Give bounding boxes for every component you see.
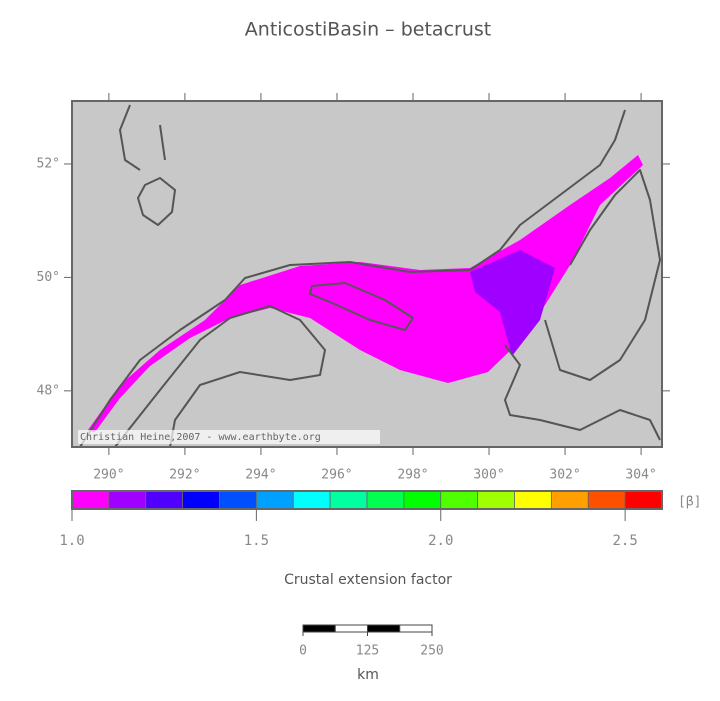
scalebar-tick-label: 125 [356, 644, 379, 659]
colorbar-segment [219, 490, 257, 510]
colorbar-segment [440, 490, 479, 510]
colorbar-segment [366, 490, 405, 510]
y-tick-label: 50° [37, 270, 60, 285]
scalebar-tick-label: 0 [299, 644, 307, 659]
scalebar-segment [334, 624, 368, 633]
credit-box [78, 430, 380, 444]
colorbar-tick-label: 1.0 [59, 533, 84, 549]
map: Christian Heine,2007 - www.earthbyte.org [71, 100, 663, 448]
colorbar-segment [145, 490, 184, 510]
colorbar-tick-label: 1.5 [244, 533, 269, 549]
x-tick-label: 296° [321, 468, 352, 483]
colorbar-segment [624, 490, 663, 510]
colorbar-segment [108, 490, 147, 510]
x-tick-label: 292° [169, 468, 200, 483]
scalebar-segment [302, 624, 336, 633]
colorbar-frame [71, 490, 663, 510]
scalebar-segment [367, 624, 401, 633]
colorbar-segment [71, 490, 110, 510]
scalebar-unit: km [357, 667, 379, 683]
colorbar-tick-label: 2.5 [612, 533, 637, 549]
colorbar-segment [587, 490, 626, 510]
colorbar-segment [182, 490, 220, 510]
coastline-newfoundland [504, 169, 661, 441]
title: AnticostiBasin – betacrust [245, 19, 491, 41]
x-tick-label: 298° [397, 468, 428, 483]
colorbar-segment [329, 490, 368, 510]
colorbar-segment [255, 490, 294, 510]
colorbar-segment [477, 490, 515, 510]
basin-beta-1-1 [470, 250, 555, 356]
x-tick-label: 300° [473, 468, 504, 483]
basin-beta-1 [88, 155, 643, 432]
scalebar-segment [399, 624, 433, 633]
x-tick-label: 304° [625, 468, 656, 483]
colorbar-tick-label: 2.0 [428, 533, 453, 549]
anticosti-island [309, 282, 414, 331]
colorbar-segment [292, 490, 331, 510]
colorbar-segment [514, 490, 552, 510]
x-tick-label: 294° [245, 468, 276, 483]
x-tick-label: 290° [93, 468, 124, 483]
colorbar-unit: [β] [678, 495, 701, 510]
colorbar-segment [403, 490, 442, 510]
colorbar-segment [550, 490, 589, 510]
colorbar-label: Crustal extension factor [284, 572, 452, 588]
coastline-north [79, 109, 626, 448]
credit: Christian Heine,2007 - www.earthbyte.org [80, 432, 321, 443]
x-tick-label: 302° [549, 468, 580, 483]
coastline-lakes [119, 104, 176, 226]
y-tick-label: 48° [37, 383, 60, 398]
scalebar-tick-label: 250 [420, 644, 443, 659]
coastline-gaspe [114, 305, 326, 448]
map-frame [71, 100, 663, 448]
y-tick-label: 52° [37, 156, 60, 171]
